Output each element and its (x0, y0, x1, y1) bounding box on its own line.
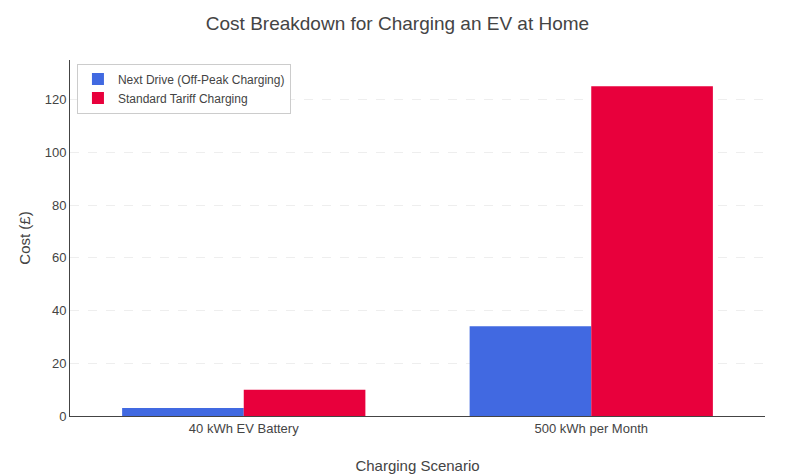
svg-text:Charging Scenario: Charging Scenario (355, 457, 479, 474)
svg-text:60: 60 (52, 250, 66, 265)
svg-text:120: 120 (45, 92, 67, 107)
svg-text:500 kWh per Month: 500 kWh per Month (535, 421, 648, 436)
svg-text:20: 20 (52, 356, 66, 371)
svg-text:40: 40 (52, 303, 66, 318)
svg-text:Next Drive (Off-Peak Charging): Next Drive (Off-Peak Charging) (118, 73, 285, 87)
svg-text:100: 100 (45, 145, 67, 160)
svg-text:0: 0 (59, 409, 66, 424)
svg-text:40 kWh EV Battery: 40 kWh EV Battery (189, 421, 299, 436)
svg-text:Standard Tariff Charging: Standard Tariff Charging (118, 92, 248, 106)
svg-text:80: 80 (52, 198, 66, 213)
svg-text:Cost (£): Cost (£) (16, 211, 33, 264)
svg-text:Cost Breakdown for Charging an: Cost Breakdown for Charging an EV at Hom… (206, 13, 589, 34)
